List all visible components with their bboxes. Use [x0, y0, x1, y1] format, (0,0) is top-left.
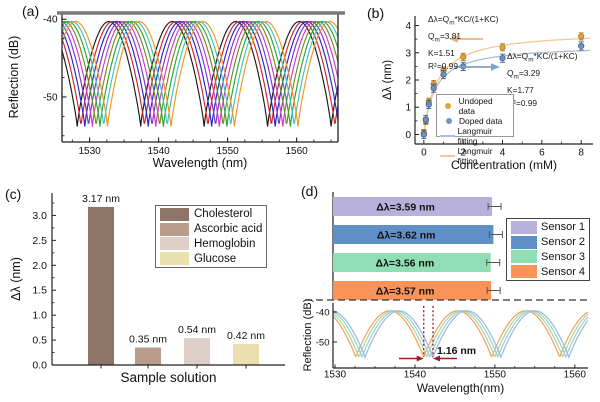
svg-text:0: 0 [405, 130, 411, 141]
legend-item-doped: Doped data [440, 116, 510, 126]
legend-item-sensor-2: Sensor 2 [511, 235, 589, 249]
annotation-qm: Qm=3.81 [428, 31, 462, 44]
svg-text:Δλ=3.57 nm: Δλ=3.57 nm [376, 286, 435, 298]
panel-b-chart: 0 2 4 6 8 0 1 2 3 4 [405, 16, 593, 159]
svg-text:2: 2 [405, 76, 411, 87]
panel-c: 3.17 nm 0.35 nm 0.54 nm 0.42 nm 0.0 0.5 1.0 1.5… [0, 180, 300, 402]
panel-a: 1530 1540 1550 1560 -40 -50 (a) Reflection (d… [0, 0, 345, 180]
svg-text:1.0: 1.0 [32, 310, 47, 322]
langmuir-annotation-doped: Δλ=Qm*KC/(1+KC) Qm=3.29 K=1.77 R²=0.99 [507, 50, 578, 109]
svg-text:0.42 nm: 0.42 nm [227, 330, 265, 342]
svg-text:-40: -40 [43, 15, 58, 26]
svg-text:1530: 1530 [78, 146, 101, 157]
undoped-marker-icon [445, 103, 452, 109]
svg-text:0: 0 [421, 148, 427, 159]
svg-text:1550: 1550 [484, 370, 507, 381]
panel-c-chart: 3.17 nm 0.35 nm 0.54 nm 0.42 nm 0.0 0.5 1.0 1.5… [32, 193, 285, 372]
svg-text:2: 2 [460, 148, 466, 159]
svg-text:3: 3 [405, 48, 411, 59]
svg-text:1560: 1560 [285, 146, 308, 157]
svg-text:-40: -40 [316, 307, 330, 318]
legend-item-glucose: Glucose [160, 252, 266, 266]
annotation-formula: Δλ=Qm*KC/(1+KC) [428, 14, 499, 27]
panel-b-ylabel: Δλ (nm) [382, 59, 394, 101]
svg-text:0.5: 0.5 [32, 335, 47, 347]
svg-text:Δλ=3.56 nm: Δλ=3.56 nm [376, 258, 435, 270]
svg-text:2.0: 2.0 [32, 260, 47, 272]
legend-item-hemoglobin: Hemoglobin [160, 237, 266, 251]
legend-item-ascorbic-acid: Ascorbic acid [160, 222, 266, 236]
svg-text:0.0: 0.0 [32, 360, 47, 372]
svg-text:1560: 1560 [564, 370, 587, 381]
svg-text:1540: 1540 [147, 146, 170, 157]
panel-b-label: (b) [367, 5, 385, 21]
panel-d-label: (d) [301, 183, 319, 199]
hemoglobin-swatch [160, 237, 189, 251]
svg-text:1550: 1550 [216, 146, 239, 157]
svg-text:0.54 nm: 0.54 nm [178, 324, 216, 336]
panel-d: Δλ=3.59 nm Δλ=3.62 nm Δλ=3.56 nm Δλ=3.57 nm… [300, 180, 600, 402]
svg-text:1540: 1540 [404, 370, 427, 381]
annotation-k: K=1.51 [428, 48, 455, 59]
ascorbic-acid-swatch [160, 222, 189, 236]
panel-a-ylabel: Reflection (dB) [7, 35, 21, 119]
svg-text:1530: 1530 [324, 370, 347, 381]
svg-text:4: 4 [500, 148, 506, 159]
svg-text:-50: -50 [43, 92, 58, 103]
legend-item-fit-undoped: Langmuir fitting [440, 146, 510, 166]
svg-text:2.5: 2.5 [32, 235, 47, 247]
annotation-k: K=1.77 [507, 85, 534, 96]
glucose-swatch [160, 252, 189, 266]
panel-c-xlabel: Sample solution [120, 370, 217, 385]
cholesterol-swatch [160, 207, 189, 221]
annotation-r2: R²=0.99 [507, 97, 538, 108]
svg-text:3.17 nm: 3.17 nm [82, 193, 120, 205]
svg-text:0.35 nm: 0.35 nm [129, 334, 167, 346]
svg-text:8: 8 [578, 148, 584, 159]
svg-text:6: 6 [539, 148, 545, 159]
legend-item-sensor-3: Sensor 3 [511, 250, 589, 264]
fit-line-icon [440, 155, 456, 157]
legend-item-cholesterol: Cholesterol [160, 207, 266, 221]
legend-item-sensor-4: Sensor 4 [511, 265, 589, 279]
svg-text:4: 4 [405, 21, 411, 32]
sensor-1-swatch [511, 220, 537, 234]
panel-b-legend: Undoped data Doped data Langmuir fitting… [436, 94, 514, 166]
doped-marker-icon [445, 118, 452, 124]
fit-line-icon [440, 135, 456, 137]
annotation-formula: Δλ=Qm*KC/(1+KC) [507, 51, 578, 64]
svg-text:Δλ=3.62 nm: Δλ=3.62 nm [377, 230, 436, 242]
panel-a-xlabel: Wavelength (nm) [152, 156, 248, 170]
annotation-qm: Qm=3.29 [507, 68, 541, 81]
panel-d-chart: Δλ=3.59 nm Δλ=3.62 nm Δλ=3.56 nm Δλ=3.57 nm… [305, 192, 589, 381]
sensor-4-swatch [511, 265, 537, 279]
panel-a-label: (a) [22, 3, 40, 19]
panel-d-legend: Sensor 1 Sensor 2 Sensor 3 Sensor 4 [506, 218, 590, 281]
sensor-3-swatch [511, 250, 537, 264]
svg-text:Δλ=3.59 nm: Δλ=3.59 nm [376, 202, 435, 214]
svg-text:1: 1 [405, 103, 411, 114]
panel-d-spectrum-xlabel: Wavelength(nm) [416, 381, 505, 395]
langmuir-annotation-undoped: Δλ=Qm*KC/(1+KC) Qm=3.81 K=1.51 R²=0.99 [428, 13, 499, 72]
legend-item-fit-doped: Langmuir fitting [440, 126, 510, 146]
svg-text:3.0: 3.0 [32, 210, 47, 222]
panel-d-spectrum-ylabel: Reflection (dB) [302, 298, 314, 372]
svg-text:-50: -50 [316, 337, 330, 348]
svg-text:1.16 nm: 1.16 nm [437, 345, 476, 357]
annotation-r2: R²=0.99 [428, 60, 459, 71]
legend-item-sensor-1: Sensor 1 [511, 220, 589, 234]
panel-c-label: (c) [5, 186, 22, 202]
svg-text:1.5: 1.5 [32, 285, 47, 297]
panel-c-legend: Cholesterol Ascorbic acid Hemoglobin Glu… [155, 205, 267, 268]
panel-c-ylabel: Δλ (nm) [9, 257, 23, 301]
sensor-2-swatch [511, 235, 537, 249]
panel-b-xlabel: Concentration (mM) [450, 158, 558, 172]
panel-a-chart: 1530 1540 1550 1560 -40 -50 [43, 11, 345, 157]
panel-b: 0 2 4 6 8 0 1 2 3 4 (b) Δλ (nm) Concentration (mM… [345, 0, 600, 180]
legend-item-undoped: Undoped data [440, 96, 510, 116]
